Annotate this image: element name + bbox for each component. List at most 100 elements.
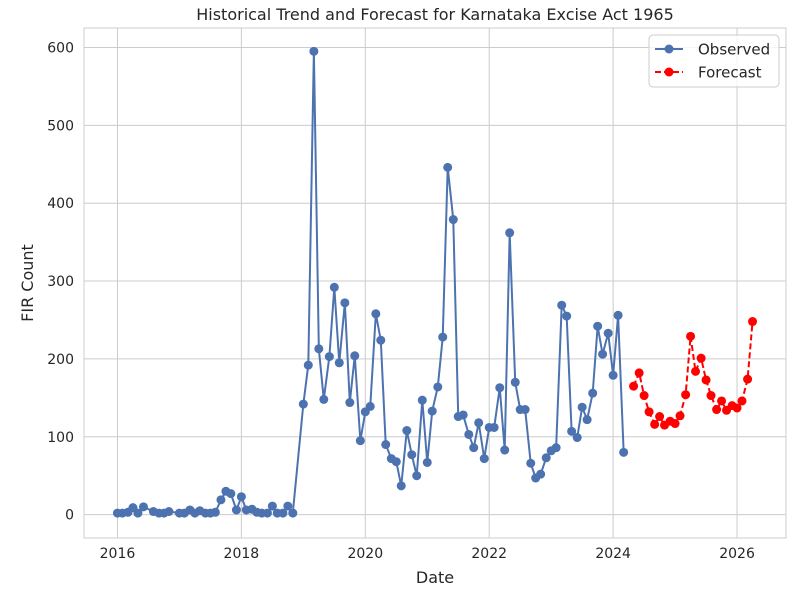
observed-point (582, 415, 592, 425)
x-tick-label: 2020 (347, 546, 383, 562)
observed-point (324, 352, 334, 362)
forecast-point (748, 317, 758, 327)
observed-point (314, 344, 324, 354)
observed-point (443, 162, 453, 172)
observed-point (303, 360, 313, 370)
y-tick-label: 600 (47, 40, 74, 56)
observed-point (577, 402, 587, 412)
observed-point (608, 370, 618, 380)
observed-point (427, 406, 437, 416)
observed-point (458, 410, 468, 420)
observed-point (603, 328, 613, 338)
observed-point (267, 501, 277, 511)
observed-point (236, 492, 246, 502)
observed-point (505, 228, 515, 238)
observed-point (495, 383, 505, 393)
forecast-point (629, 381, 639, 391)
y-tick-label: 300 (47, 274, 74, 290)
observed-point (319, 394, 329, 404)
forecast-point (639, 391, 649, 401)
observed-point (619, 447, 629, 457)
observed-point (469, 443, 479, 453)
observed-point (500, 445, 510, 455)
forecast-point (706, 391, 716, 401)
observed-point (396, 481, 406, 491)
forecast-point (686, 331, 696, 341)
observed-point (613, 310, 623, 320)
forecast-point (743, 374, 753, 384)
x-axis-label: Date (416, 568, 454, 587)
observed-point (412, 471, 422, 481)
observed-point (536, 469, 546, 479)
observed-point (216, 495, 226, 505)
forecast-point (691, 366, 701, 376)
observed-point (474, 418, 484, 428)
observed-point (567, 426, 577, 436)
observed-point (520, 405, 530, 415)
chart-title: Historical Trend and Forecast for Karnat… (196, 5, 674, 24)
observed-point (371, 309, 381, 319)
observed-series (112, 46, 629, 518)
observed-point (345, 398, 355, 408)
forecast-point (696, 353, 706, 363)
observed-point (329, 282, 339, 292)
observed-point (365, 401, 375, 411)
y-tick-label: 500 (47, 118, 74, 134)
observed-point (133, 508, 143, 518)
forecast-point (644, 407, 654, 417)
x-tick-label: 2018 (224, 546, 260, 562)
observed-point (309, 46, 319, 56)
observed-point (593, 321, 603, 331)
observed-point (541, 453, 551, 463)
observed-point (526, 458, 536, 468)
observed-point (551, 443, 561, 453)
observed-point (164, 507, 174, 517)
y-tick-label: 0 (65, 508, 74, 524)
observed-point (226, 489, 236, 499)
observed-point (557, 300, 567, 310)
forecast-point (650, 419, 660, 429)
forecast-point (655, 412, 665, 422)
observed-point (381, 440, 391, 450)
legend: Observed Forecast (648, 34, 780, 88)
observed-point (479, 454, 489, 464)
observed-point (262, 508, 272, 518)
observed-point (355, 436, 365, 446)
observed-point (572, 433, 582, 443)
observed-point (489, 422, 499, 432)
y-tick-label: 400 (47, 196, 74, 212)
forecast-point (670, 419, 680, 429)
x-tick-label: 2016 (100, 546, 136, 562)
legend-forecast-label: Forecast (698, 64, 762, 82)
observed-point (340, 298, 350, 308)
y-tick-labels: 0 100 200 300 400 500 600 (47, 40, 74, 523)
observed-point (391, 457, 401, 467)
observed-point (350, 351, 360, 361)
y-tick-label: 100 (47, 430, 74, 446)
legend-forecast-marker (664, 67, 674, 77)
forecast-point (701, 375, 711, 385)
forecast-point (681, 390, 691, 400)
plot-frame (83, 27, 787, 539)
observed-point (438, 332, 448, 342)
y-axis-label: FIR Count (18, 244, 37, 322)
observed-point (588, 388, 598, 398)
observed-point (417, 395, 427, 405)
observed-point (138, 502, 148, 512)
observed-point (402, 426, 412, 436)
observed-point (231, 505, 241, 515)
forecast-point (634, 368, 644, 378)
forecast-point (732, 403, 742, 413)
observed-point (448, 215, 458, 225)
observed-point (562, 311, 572, 321)
x-tick-label: 2024 (595, 546, 631, 562)
observed-point (334, 358, 344, 368)
y-tick-label: 200 (47, 352, 74, 368)
observed-point (422, 457, 432, 467)
observed-point (433, 382, 443, 392)
series-layer (112, 46, 758, 518)
observed-point (210, 507, 220, 517)
observed-point (407, 450, 417, 460)
observed-point (288, 508, 298, 518)
observed-point (283, 501, 293, 511)
